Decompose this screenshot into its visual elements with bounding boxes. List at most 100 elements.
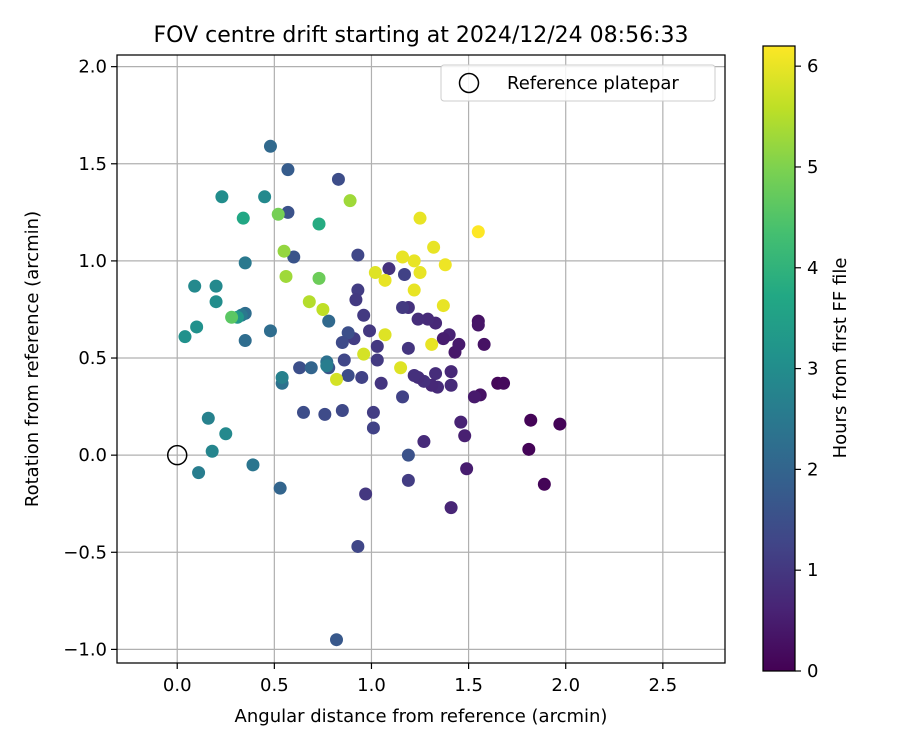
data-point (258, 190, 272, 204)
data-point (312, 217, 326, 231)
data-point (238, 334, 252, 348)
data-point (277, 244, 291, 258)
data-point (366, 421, 380, 435)
data-point (190, 320, 204, 334)
data-point (471, 318, 485, 332)
data-point (378, 273, 392, 287)
data-point (382, 262, 396, 276)
colorbar-tick-label: 1 (807, 560, 818, 581)
data-point (363, 324, 377, 338)
x-axis-label: Angular distance from reference (arcmin) (235, 706, 608, 727)
data-point (215, 190, 229, 204)
data-point (355, 370, 369, 384)
data-point (396, 390, 410, 404)
data-point (205, 444, 219, 458)
data-point (374, 376, 388, 390)
data-point (178, 330, 192, 344)
data-point (225, 310, 239, 324)
data-point (497, 376, 511, 390)
data-point (263, 139, 277, 153)
data-point (287, 250, 301, 264)
data-point (401, 473, 415, 487)
data-point (320, 359, 334, 373)
data-point (454, 415, 468, 429)
legend-open-circle-icon (458, 72, 480, 94)
data-point (425, 337, 439, 351)
colorbar: 0 1 2 3 4 5 6 Hours from first FF file (762, 45, 851, 682)
data-point (458, 429, 472, 443)
data-point (357, 308, 371, 322)
data-point (335, 403, 349, 417)
data-point (460, 462, 474, 476)
data-point (401, 448, 415, 462)
data-point (238, 256, 252, 270)
data-point (438, 258, 452, 272)
x-tick-label: 1.5 (454, 675, 483, 696)
data-point (427, 240, 441, 254)
data-point (341, 326, 355, 340)
y-tick-label: 0.5 (78, 348, 107, 369)
data-point (524, 413, 538, 427)
data-point (401, 341, 415, 355)
data-point (263, 324, 277, 338)
y-tick-label: −1.0 (63, 639, 107, 660)
data-point (407, 369, 421, 383)
data-point (296, 405, 310, 419)
data-point (293, 361, 307, 375)
reference-marker-layer (166, 444, 188, 466)
data-point (302, 295, 316, 309)
data-point (396, 301, 410, 315)
data-point (335, 335, 349, 349)
data-point (370, 353, 384, 367)
data-point (322, 314, 336, 328)
y-tick-label: 1.0 (78, 251, 107, 272)
y-tick-label: −0.5 (63, 542, 107, 563)
reference-platepar-marker (166, 444, 188, 466)
data-point (312, 271, 326, 285)
grid-lines (117, 55, 725, 663)
colorbar-gradient (762, 45, 796, 672)
x-tick-label: 0.0 (163, 675, 192, 696)
data-point (522, 442, 536, 456)
data-point (444, 365, 458, 379)
data-point (337, 353, 351, 367)
data-point (421, 312, 435, 326)
data-point (209, 295, 223, 309)
data-point (219, 427, 233, 441)
data-point (304, 361, 318, 375)
x-tick-label: 2.5 (649, 675, 678, 696)
data-point (378, 328, 392, 342)
data-point (436, 299, 450, 313)
data-point (351, 539, 365, 553)
data-point (351, 248, 365, 262)
data-point (201, 411, 215, 425)
data-point (553, 417, 567, 431)
data-point (331, 172, 345, 186)
data-point (407, 254, 421, 268)
data-point (275, 370, 289, 384)
data-point (444, 378, 458, 392)
y-tick-label: 2.0 (78, 57, 107, 78)
data-point (349, 293, 363, 307)
data-point (477, 337, 491, 351)
data-point (281, 163, 295, 177)
data-point (370, 339, 384, 353)
colorbar-tick-label: 6 (807, 56, 818, 77)
points-layer (178, 139, 567, 647)
colorbar-tick-label: 2 (807, 459, 818, 480)
x-tick-label: 0.5 (260, 675, 289, 696)
x-axis-ticks: 0.0 0.5 1.0 1.5 2.0 2.5 (163, 663, 677, 696)
data-point (281, 205, 295, 219)
data-point (397, 268, 411, 282)
data-point (394, 361, 408, 375)
plot-frame (116, 54, 726, 664)
data-point (467, 390, 481, 404)
y-axis-ticks: −1.0 −0.5 0.0 0.5 1.0 1.5 2.0 (63, 57, 117, 660)
data-point (452, 337, 466, 351)
y-tick-label: 1.5 (78, 154, 107, 175)
legend: Reference platepar (440, 64, 716, 102)
data-point (330, 372, 344, 386)
data-point (396, 250, 410, 264)
data-point (279, 269, 293, 283)
